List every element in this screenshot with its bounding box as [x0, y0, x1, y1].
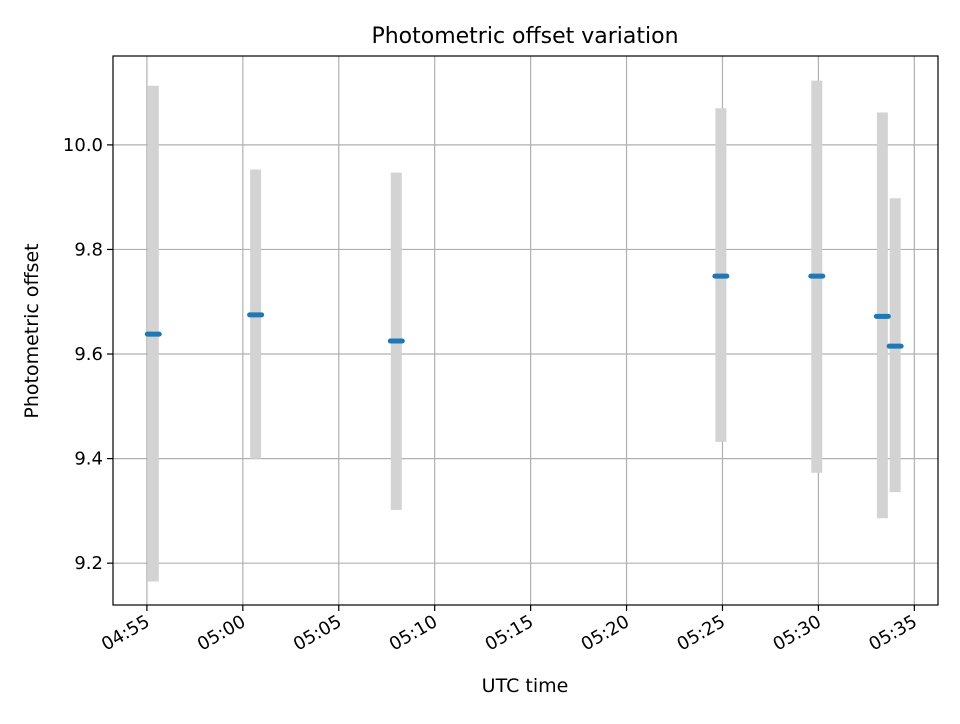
chart-title: Photometric offset variation — [371, 24, 678, 49]
x-tick-label: 05:20 — [578, 611, 633, 655]
x-tick-label: 05:05 — [290, 611, 345, 655]
x-tick-label: 05:00 — [194, 611, 249, 655]
y-axis-label: Photometric offset — [21, 243, 43, 418]
y-axis-ticks: 9.2 9.4 9.6 9.8 10.0 — [63, 135, 113, 574]
y-tick-label: 9.6 — [74, 344, 103, 365]
data-markers — [144, 273, 904, 349]
plot-area-frame — [112, 55, 939, 606]
x-axis-ticks: 04:55 05:00 05:05 05:10 05:15 05:20 05:25 05:30… — [98, 605, 921, 655]
y-tick-label: 9.4 — [74, 449, 103, 470]
x-tick-label: 04:55 — [98, 611, 153, 655]
y-tick-label: 10.0 — [63, 135, 103, 156]
x-tick-label: 05:30 — [769, 611, 824, 655]
x-tick-label: 05:35 — [865, 611, 920, 655]
error-bars — [147, 80, 901, 582]
x-tick-label: 05:10 — [386, 611, 441, 655]
x-tick-label: 05:25 — [674, 611, 729, 655]
y-tick-label: 9.8 — [74, 239, 103, 260]
x-axis-label: UTC time — [482, 675, 569, 697]
y-tick-label: 9.2 — [74, 553, 103, 574]
x-tick-label: 05:15 — [482, 611, 537, 655]
